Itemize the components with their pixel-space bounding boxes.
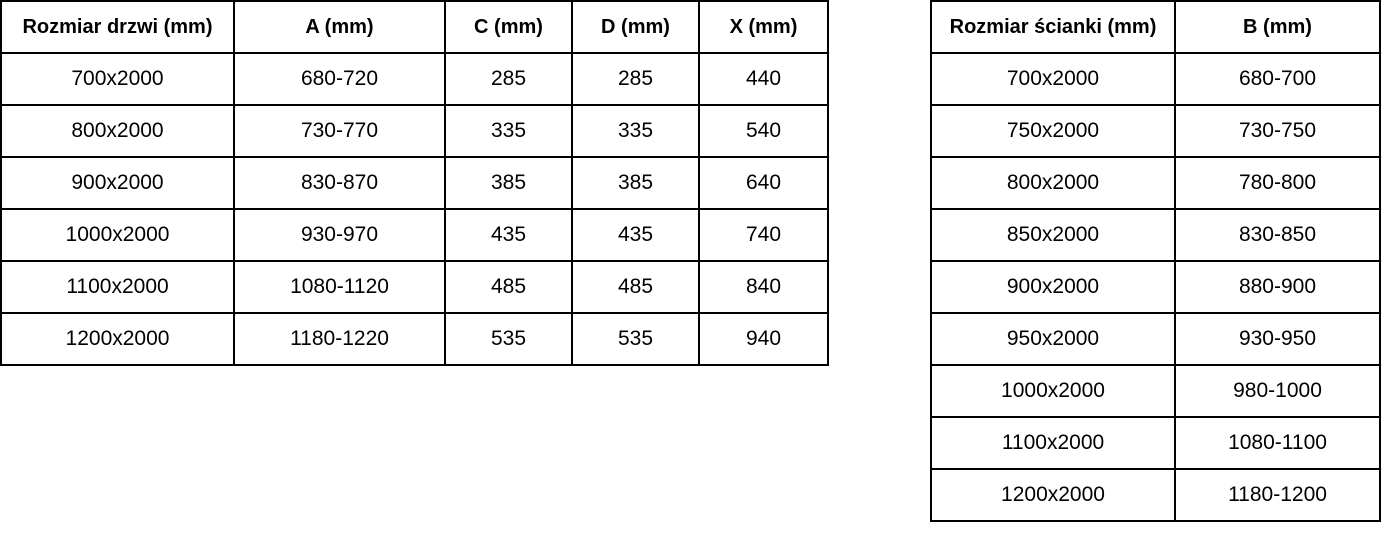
- table-cell-b: 980-1000: [1174, 364, 1381, 418]
- table-cell-a: 830-870: [233, 156, 446, 210]
- table-cell-x: 640: [698, 156, 829, 210]
- table-cell-size: 900x2000: [0, 156, 235, 210]
- door-table-body: 700x2000 680-720 285 285 440 800x2000 73…: [0, 52, 829, 366]
- table-cell-c: 535: [444, 312, 573, 366]
- table-cell-d: 435: [571, 208, 700, 262]
- table-row: 700x2000 680-700: [930, 52, 1381, 106]
- table-cell-b: 1080-1100: [1174, 416, 1381, 470]
- table-row: 1000x2000 980-1000: [930, 364, 1381, 418]
- table-cell-c: 285: [444, 52, 573, 106]
- table-cell-x: 440: [698, 52, 829, 106]
- table-cell-b: 680-700: [1174, 52, 1381, 106]
- table-row: 800x2000 780-800: [930, 156, 1381, 210]
- table-row: 900x2000 880-900: [930, 260, 1381, 314]
- table-row: 850x2000 830-850: [930, 208, 1381, 262]
- table-cell-x: 540: [698, 104, 829, 158]
- wall-table-body: 700x2000 680-700 750x2000 730-750 800x20…: [930, 52, 1381, 522]
- table-row: 1100x2000 1080-1100: [930, 416, 1381, 470]
- table-cell-size: 700x2000: [0, 52, 235, 106]
- table-cell-d: 535: [571, 312, 700, 366]
- door-table-header: Rozmiar drzwi (mm) A (mm) C (mm) D (mm) …: [0, 0, 829, 54]
- table-header-row: Rozmiar drzwi (mm) A (mm) C (mm) D (mm) …: [0, 0, 829, 54]
- table-row: 1100x2000 1080-1120 485 485 840: [0, 260, 829, 314]
- table-cell-size: 1100x2000: [0, 260, 235, 314]
- table-cell-size: 800x2000: [930, 156, 1176, 210]
- table-cell-d: 285: [571, 52, 700, 106]
- table-cell-size: 1100x2000: [930, 416, 1176, 470]
- table-cell-d: 335: [571, 104, 700, 158]
- table-cell-size: 1000x2000: [930, 364, 1176, 418]
- table-cell-size: 850x2000: [930, 208, 1176, 262]
- table-cell-a: 730-770: [233, 104, 446, 158]
- table-cell-x: 840: [698, 260, 829, 314]
- wall-table-header: Rozmiar ścianki (mm) B (mm): [930, 0, 1381, 54]
- wall-size-table: Rozmiar ścianki (mm) B (mm) 700x2000 680…: [930, 0, 1381, 522]
- table-cell-size: 1200x2000: [0, 312, 235, 366]
- table-cell-b: 880-900: [1174, 260, 1381, 314]
- table-cell-c: 435: [444, 208, 573, 262]
- table-row: 1200x2000 1180-1200: [930, 468, 1381, 522]
- table-cell-b: 1180-1200: [1174, 468, 1381, 522]
- table-cell-size: 900x2000: [930, 260, 1176, 314]
- table-cell-a: 930-970: [233, 208, 446, 262]
- table-cell-x: 940: [698, 312, 829, 366]
- door-col-header-c: C (mm): [444, 0, 573, 54]
- door-size-table: Rozmiar drzwi (mm) A (mm) C (mm) D (mm) …: [0, 0, 829, 366]
- table-cell-a: 1180-1220: [233, 312, 446, 366]
- table-row: 700x2000 680-720 285 285 440: [0, 52, 829, 106]
- table-cell-x: 740: [698, 208, 829, 262]
- table-cell-b: 730-750: [1174, 104, 1381, 158]
- table-row: 900x2000 830-870 385 385 640: [0, 156, 829, 210]
- wall-col-header-b: B (mm): [1174, 0, 1381, 54]
- table-cell-c: 485: [444, 260, 573, 314]
- door-col-header-size: Rozmiar drzwi (mm): [0, 0, 235, 54]
- table-cell-c: 385: [444, 156, 573, 210]
- door-col-header-x: X (mm): [698, 0, 829, 54]
- table-row: 800x2000 730-770 335 335 540: [0, 104, 829, 158]
- table-header-row: Rozmiar ścianki (mm) B (mm): [930, 0, 1381, 54]
- table-cell-b: 830-850: [1174, 208, 1381, 262]
- table-cell-b: 930-950: [1174, 312, 1381, 366]
- table-cell-size: 800x2000: [0, 104, 235, 158]
- table-cell-size: 1200x2000: [930, 468, 1176, 522]
- door-col-header-a: A (mm): [233, 0, 446, 54]
- wall-col-header-size: Rozmiar ścianki (mm): [930, 0, 1176, 54]
- table-cell-size: 700x2000: [930, 52, 1176, 106]
- table-cell-size: 1000x2000: [0, 208, 235, 262]
- table-cell-b: 780-800: [1174, 156, 1381, 210]
- table-cell-d: 485: [571, 260, 700, 314]
- table-cell-d: 385: [571, 156, 700, 210]
- table-cell-c: 335: [444, 104, 573, 158]
- door-col-header-d: D (mm): [571, 0, 700, 54]
- table-row: 950x2000 930-950: [930, 312, 1381, 366]
- table-cell-a: 1080-1120: [233, 260, 446, 314]
- table-cell-a: 680-720: [233, 52, 446, 106]
- table-row: 1000x2000 930-970 435 435 740: [0, 208, 829, 262]
- table-row: 1200x2000 1180-1220 535 535 940: [0, 312, 829, 366]
- table-cell-size: 750x2000: [930, 104, 1176, 158]
- table-cell-size: 950x2000: [930, 312, 1176, 366]
- table-row: 750x2000 730-750: [930, 104, 1381, 158]
